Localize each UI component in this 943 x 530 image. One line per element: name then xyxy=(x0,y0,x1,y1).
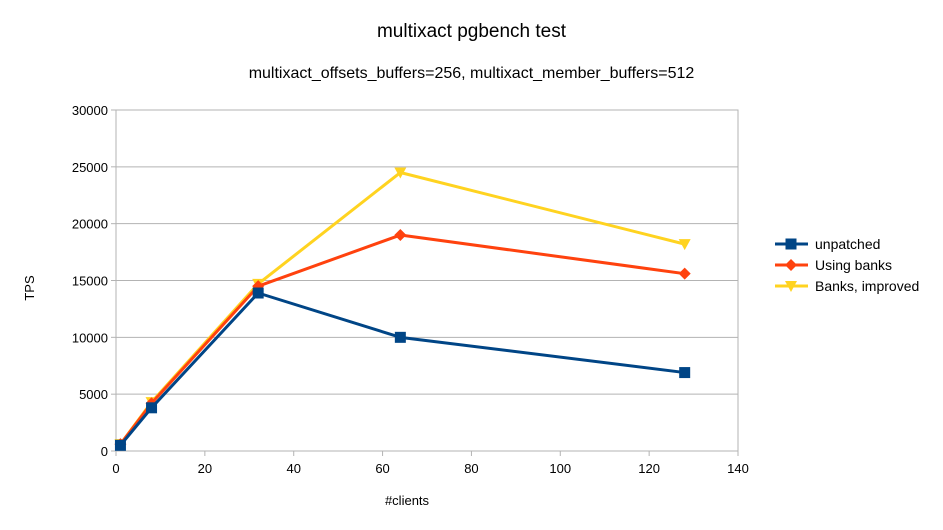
legend-marker xyxy=(785,281,797,292)
y-tick-label: 25000 xyxy=(72,160,108,175)
x-tick-label: 80 xyxy=(464,461,478,476)
data-point xyxy=(114,439,126,451)
axes: 0 5000 10000 15000 20000 25000 30000 0 20 40 60 80 1… xyxy=(72,103,749,476)
x-tick-label: 120 xyxy=(638,461,660,476)
data-point xyxy=(394,229,407,242)
legend-marker xyxy=(785,259,797,271)
legend-item: Using banks xyxy=(775,257,892,273)
y-axis-title: TPS xyxy=(22,275,37,301)
series-layer xyxy=(114,167,691,451)
x-tick-label: 20 xyxy=(198,461,212,476)
chart-title: multixact pgbench test xyxy=(376,21,567,42)
x-tick-label: 0 xyxy=(112,461,119,476)
chart-subtitle: multixact_offsets_buffers=256, multixact… xyxy=(248,65,695,82)
gridlines xyxy=(116,166,738,395)
series-unpatched xyxy=(114,287,691,451)
data-point xyxy=(679,367,691,379)
x-tick-label: 140 xyxy=(727,461,749,476)
y-tick-label: 0 xyxy=(101,444,108,459)
y-tick-label: 30000 xyxy=(72,103,108,118)
legend: unpatched Using banks Banks, improved xyxy=(775,236,919,294)
legend-marker xyxy=(785,238,797,250)
data-point xyxy=(146,402,158,414)
legend-label: Banks, improved xyxy=(815,278,919,294)
legend-label: unpatched xyxy=(815,236,880,252)
data-point xyxy=(394,331,406,343)
data-point xyxy=(252,287,264,299)
x-axis-title: #clients xyxy=(385,493,430,508)
legend-item: Banks, improved xyxy=(775,278,919,294)
y-tick-label: 15000 xyxy=(72,274,108,289)
data-point xyxy=(678,239,691,251)
legend-label: Using banks xyxy=(815,257,892,273)
y-tick-label: 20000 xyxy=(72,217,108,232)
y-tick-label: 10000 xyxy=(72,330,108,345)
data-point xyxy=(394,167,407,179)
x-tick-label: 40 xyxy=(286,461,300,476)
x-tick-label: 100 xyxy=(549,461,571,476)
x-tick-label: 60 xyxy=(375,461,389,476)
legend-item: unpatched xyxy=(775,236,880,252)
data-point xyxy=(678,267,691,280)
y-tick-label: 5000 xyxy=(79,387,108,402)
